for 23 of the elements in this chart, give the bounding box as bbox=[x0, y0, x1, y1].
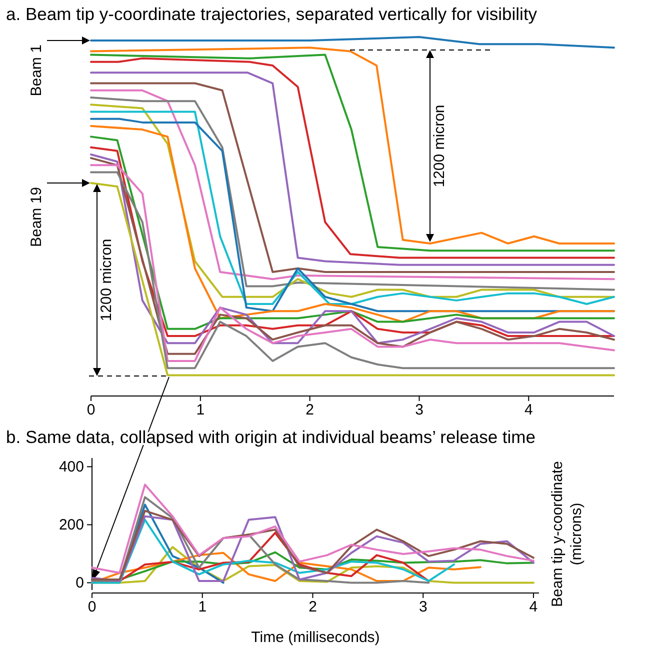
line-series bbox=[91, 496, 430, 584]
x-tick-label: 4 bbox=[524, 402, 533, 419]
y-tick-label: 200 bbox=[58, 516, 84, 534]
x-tick-label: 3 bbox=[415, 402, 424, 419]
x-tick-label: 2 bbox=[308, 598, 317, 616]
x-tick-label: 2 bbox=[306, 402, 314, 419]
y-tick-label: 0 bbox=[76, 574, 84, 592]
x-tick-label: 1 bbox=[198, 598, 207, 616]
x-tick-label: 0 bbox=[88, 598, 96, 616]
annotation: 1200 micron bbox=[431, 104, 448, 188]
y-tick-label: 400 bbox=[58, 458, 84, 476]
x-tick-label: 1 bbox=[196, 402, 205, 419]
annotation: 1200 micron bbox=[98, 238, 115, 322]
x-axis-title: Time (milliseconds) bbox=[251, 629, 380, 646]
line-series bbox=[91, 484, 534, 574]
y-axis-title: Beam tip y-coordinate (microns) bbox=[549, 461, 585, 607]
chart-title: a. Beam tip y-coordinate trajectories, separated vertically for visibility bbox=[6, 4, 538, 24]
x-tick-label: 4 bbox=[529, 598, 538, 616]
x-tick-label: 3 bbox=[418, 598, 428, 616]
annotation: Beam 19 bbox=[28, 186, 45, 248]
annotation: Beam 1 bbox=[28, 44, 45, 96]
x-tick-label: 0 bbox=[86, 402, 96, 419]
line-series bbox=[91, 518, 456, 584]
